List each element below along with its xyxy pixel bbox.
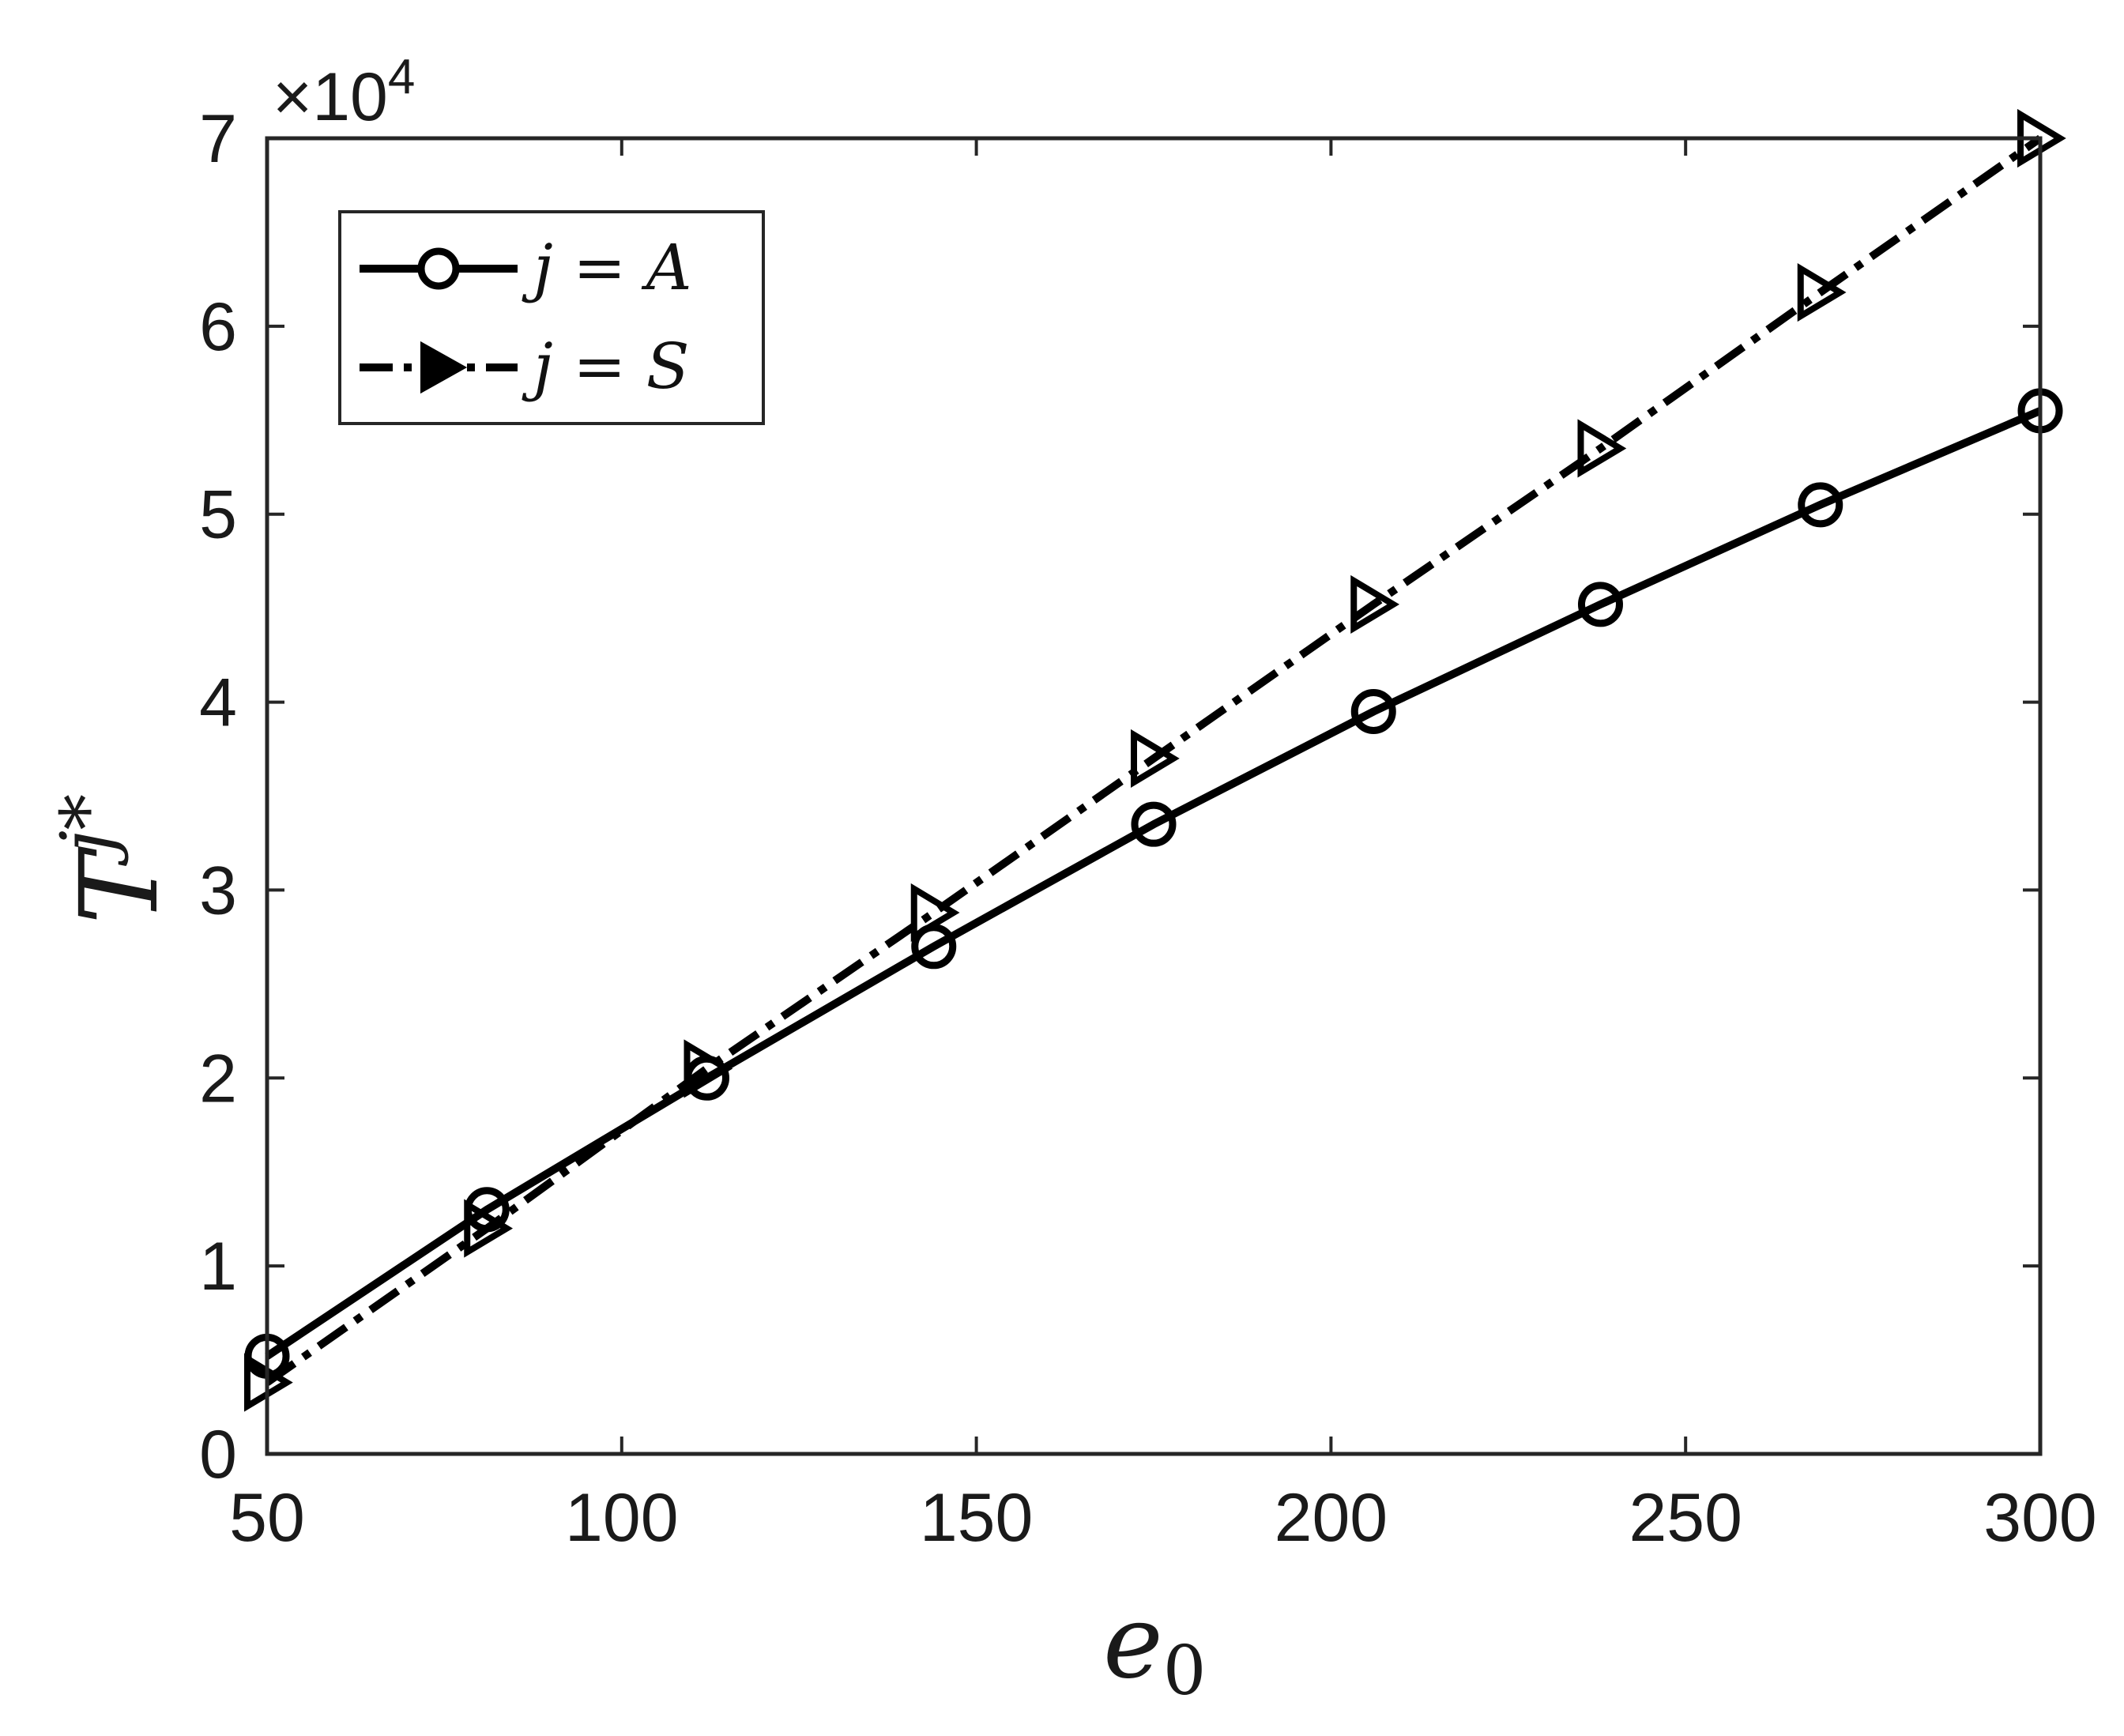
y-tick-label: 6 (199, 289, 237, 365)
x-axis-label-base: e (1103, 1583, 1163, 1701)
x-tick-labels: 50 100 150 200 250 300 (229, 1480, 2097, 1556)
y-tick-label: 7 (199, 101, 237, 177)
legend-entry-a: j = A (360, 231, 691, 304)
data-point-a (1350, 688, 1396, 734)
series-line-s (265, 134, 2043, 1386)
y-exponent-label: ×104 (273, 50, 415, 135)
x-axis-label: e0 (1103, 1583, 1206, 1711)
y-tick-label: 5 (199, 477, 237, 553)
y-tick-label: 4 (199, 665, 237, 741)
x-tick-label: 200 (1275, 1480, 1388, 1556)
y-axis-label: Tj* (45, 794, 183, 924)
x-tick-label: 50 (229, 1480, 305, 1556)
y-tick-labels: 0 1 2 3 4 5 6 7 (199, 101, 237, 1493)
data-point-s (684, 1039, 733, 1098)
legend-entry-s: j = S (360, 330, 690, 403)
legend-box (338, 210, 765, 425)
data-point-s (1350, 574, 1400, 634)
legend-label-a: j = A (522, 231, 691, 304)
y-tick-label: 3 (199, 853, 237, 928)
y-axis-label-base: T (58, 845, 183, 924)
data-point-s (910, 883, 960, 943)
data-point-s (1131, 729, 1180, 788)
y-tick-label: 1 (199, 1229, 237, 1305)
y-exponent-base: ×10 (273, 59, 388, 135)
data-point-s (1797, 262, 1847, 322)
data-point-a (1131, 801, 1177, 847)
y-axis-label-group: Tj* (45, 794, 183, 924)
legend: j = A j = S (338, 210, 765, 425)
x-axis-label-sub: 0 (1163, 1632, 1207, 1711)
x-tick-label: 250 (1629, 1480, 1742, 1556)
legend-marker-triangle (420, 341, 468, 394)
data-point-s (464, 1199, 514, 1258)
data-point-a (1798, 482, 1843, 528)
y-tick-label: 0 (199, 1417, 237, 1493)
legend-label-s: j = S (522, 330, 690, 403)
data-point-a (1577, 582, 1623, 627)
x-tick-label: 300 (1983, 1480, 2097, 1556)
plot-frame (265, 136, 2043, 1456)
data-point-s (1577, 419, 1627, 478)
legend-marker-circle (417, 247, 460, 290)
x-tick-label: 100 (565, 1480, 679, 1556)
x-tick-label: 150 (920, 1480, 1034, 1556)
y-tick-label: 2 (199, 1041, 237, 1117)
y-exponent-power: 4 (388, 50, 415, 104)
ticks-layer (266, 137, 2042, 1455)
series-line-a (265, 407, 2042, 1360)
